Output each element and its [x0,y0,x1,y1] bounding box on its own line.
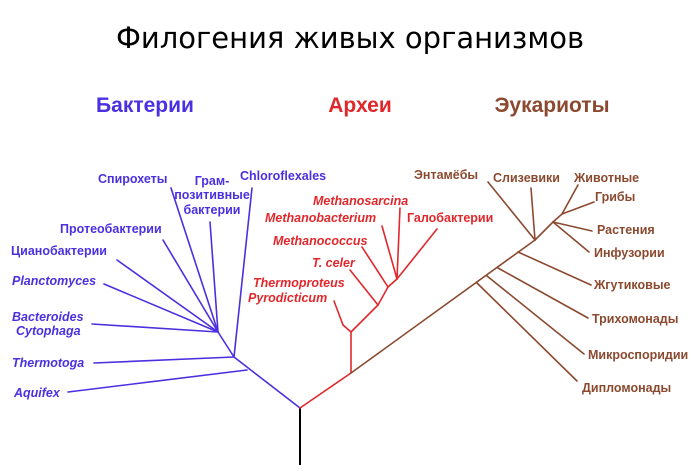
taxon-label-ciliates: Инфузории [594,246,665,260]
taxon-label-gram-positive-3: бактерии [183,203,240,217]
taxon-label-thermoproteus: Thermoproteus [253,276,345,290]
taxon-label-chloroflexales: Chloroflexales [240,169,326,183]
taxon-label-spirochetes: Спирохеты [98,172,167,186]
taxon-label-methanosarcina: Methanosarcina [313,194,408,208]
eukaryota-branches [350,181,595,382]
taxon-label-pyrodicticum: Pyrodicticum [248,291,327,305]
archaea-branches [299,207,438,409]
taxon-label-methanobacterium: Methanobacterium [265,211,376,225]
group-label-archaea: Археи [328,94,391,117]
taxon-label-gram-positive-2: позитивные [174,188,250,202]
bacteria-labels: Спирохеты Грам- позитивные бактерии Chlo… [11,169,326,400]
taxon-label-animals: Животные [573,171,639,185]
taxon-label-trichomonads: Трихомонады [592,312,678,326]
bacteria-branches [67,187,301,409]
taxon-label-flagellates: Жгутиковые [593,278,671,292]
group-label-eukaryota: Эукариоты [494,94,609,117]
taxon-label-fungi: Грибы [595,190,635,204]
archaea-labels: Methanosarcina Methanobacterium Галобакт… [248,194,493,305]
taxon-label-cytophaga: Cytophaga [16,324,81,338]
taxon-label-entamoebae: Энтамёбы [414,168,478,182]
taxon-label-aquifex: Aquifex [13,386,61,400]
group-label-bacteria: Бактерии [96,94,194,117]
taxon-label-planctomyces: Planctomyces [12,274,96,288]
eukaryota-labels: Энтамёбы Слизевики Животные Грибы Растен… [414,168,688,395]
taxon-label-proteobacteria: Протеобактерии [60,222,162,236]
taxon-label-microsporidia: Микроспоридии [588,348,688,362]
taxon-label-cyanobacteria: Цианобактерии [11,244,107,258]
taxon-label-diplomonads: Дипломонады [582,381,671,395]
taxon-label-t-celer: T. celer [312,256,356,270]
taxon-label-halobacteria: Галобактерии [407,211,493,225]
taxon-label-thermotoga: Thermotoga [12,356,84,370]
taxon-label-slime-molds: Слизевики [493,171,560,185]
taxon-label-gram-positive-1: Грам- [195,174,230,188]
taxon-label-methanococcus: Methanococcus [273,234,368,248]
diagram-title: Филогения живых организмов [116,21,584,55]
taxon-label-bacteroides: Bacteroides [12,310,84,324]
taxon-label-plants: Растения [597,223,655,237]
